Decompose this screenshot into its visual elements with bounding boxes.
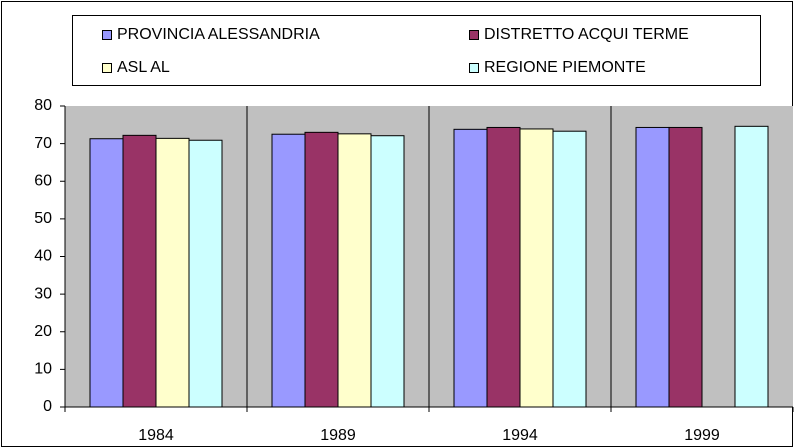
bar <box>552 130 587 408</box>
legend-label: REGIONE PIEMONTE <box>484 59 646 76</box>
bar <box>304 131 339 408</box>
x-tick-label: 1994 <box>502 427 538 444</box>
legend-label: DISTRETTO ACQUI TERME <box>484 26 689 43</box>
y-tick-label: 30 <box>34 285 52 302</box>
y-tick-label: 50 <box>34 210 52 227</box>
legend-box <box>72 15 761 86</box>
y-tick-label: 70 <box>34 135 52 152</box>
y-tick-label: 40 <box>34 248 52 265</box>
bar <box>486 126 521 408</box>
bar <box>89 138 124 408</box>
y-tick-label: 80 <box>34 97 52 114</box>
legend-swatch <box>469 30 479 40</box>
legend-label: PROVINCIA ALESSANDRIA <box>117 26 320 43</box>
bar <box>271 133 306 408</box>
legend-swatch <box>102 30 112 40</box>
bar <box>155 137 190 408</box>
bar <box>519 128 554 408</box>
x-tick-label: 1989 <box>320 427 356 444</box>
bar <box>370 135 405 408</box>
legend-swatch <box>469 63 479 73</box>
bar <box>337 133 372 408</box>
bar <box>122 134 157 408</box>
bar <box>668 126 703 408</box>
bar <box>188 139 223 408</box>
y-tick-label: 20 <box>34 323 52 340</box>
y-tick-label: 60 <box>34 172 52 189</box>
x-tick-label: 1984 <box>138 427 174 444</box>
y-tick-label: 10 <box>34 361 52 378</box>
y-tick-label: 0 <box>43 398 52 415</box>
bar <box>453 128 488 408</box>
bar <box>635 126 670 408</box>
x-tick-label: 1999 <box>684 427 720 444</box>
legend-label: ASL AL <box>117 59 170 76</box>
legend-swatch <box>102 63 112 73</box>
bar <box>734 125 769 408</box>
